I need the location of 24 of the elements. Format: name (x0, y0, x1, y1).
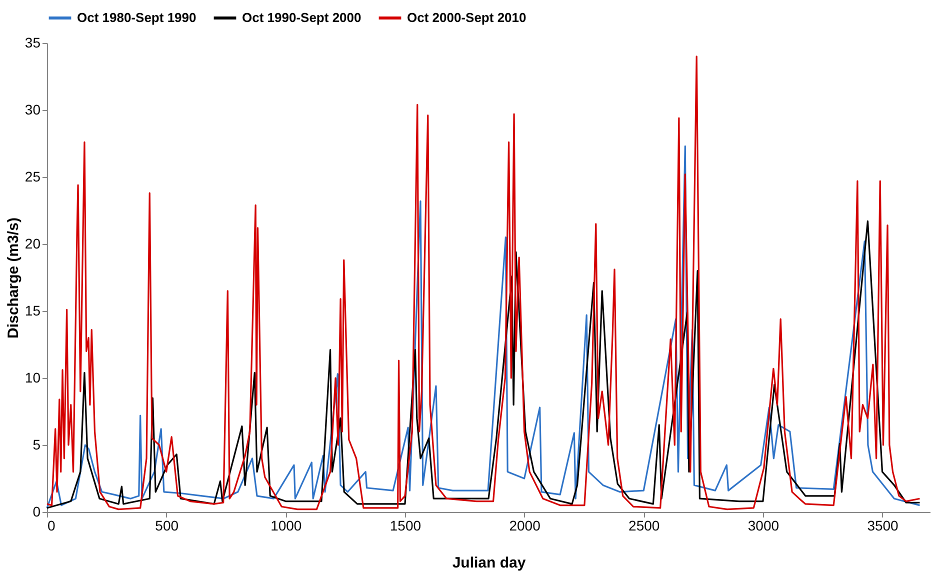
y-tick-label: 25 (24, 168, 41, 184)
y-tick-label: 30 (24, 102, 41, 118)
line-series (46, 56, 921, 510)
y-tick-label: 35 (24, 34, 41, 50)
line-series (46, 220, 921, 509)
y-tick-label: 20 (24, 236, 41, 252)
legend-label: Oct 2000-Sept 2010 (407, 10, 526, 25)
y-tick-label: 5 (32, 436, 41, 452)
line-series (46, 145, 921, 509)
x-tick-label: 2000 (509, 518, 541, 534)
x-tick-label: 1500 (390, 518, 422, 534)
x-tick-label: 500 (155, 518, 179, 534)
y-tick-label: 0 (32, 504, 41, 520)
x-tick-label: 0 (48, 518, 56, 534)
x-tick-label: 3500 (867, 518, 899, 534)
x-tick-label: 3000 (748, 518, 780, 534)
y-axis-title: Discharge (m3/s) (4, 218, 22, 338)
y-tick-label: 10 (24, 370, 41, 386)
legend-label: Oct 1990-Sept 2000 (242, 10, 362, 25)
x-axis-title: Julian day (452, 554, 526, 572)
x-tick-label: 1000 (270, 518, 302, 534)
legend-label: Oct 1980-Sept 1990 (77, 10, 196, 25)
y-tick-label: 15 (24, 302, 41, 318)
x-tick-label: 2500 (628, 518, 660, 534)
